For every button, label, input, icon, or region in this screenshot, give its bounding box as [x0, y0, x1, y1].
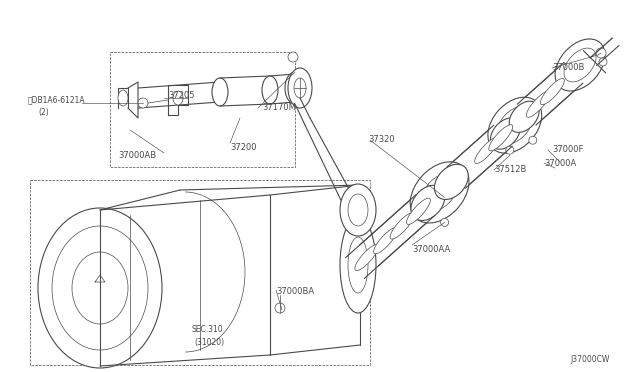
Ellipse shape: [564, 48, 596, 82]
Ellipse shape: [475, 137, 499, 164]
Bar: [110, 52, 295, 167]
Ellipse shape: [212, 78, 228, 106]
Ellipse shape: [406, 198, 430, 224]
Text: J37000CW: J37000CW: [570, 356, 609, 365]
Ellipse shape: [374, 228, 397, 254]
Ellipse shape: [173, 91, 183, 105]
Text: ⒷDB1A6-6121A: ⒷDB1A6-6121A: [28, 96, 86, 105]
Ellipse shape: [540, 78, 564, 105]
Ellipse shape: [390, 213, 414, 239]
Text: 37512B: 37512B: [494, 166, 526, 174]
Ellipse shape: [262, 76, 278, 104]
Ellipse shape: [526, 91, 550, 117]
Ellipse shape: [38, 208, 162, 368]
Ellipse shape: [411, 185, 445, 221]
Text: 37000A: 37000A: [544, 158, 576, 167]
Text: (31020): (31020): [194, 337, 224, 346]
Ellipse shape: [348, 194, 368, 226]
Text: 37000B: 37000B: [552, 64, 584, 73]
Ellipse shape: [275, 303, 285, 313]
Ellipse shape: [422, 173, 458, 211]
Ellipse shape: [599, 58, 607, 66]
Ellipse shape: [288, 52, 298, 62]
Ellipse shape: [440, 218, 449, 227]
Ellipse shape: [410, 162, 469, 223]
Ellipse shape: [529, 136, 537, 144]
Ellipse shape: [72, 252, 128, 324]
Ellipse shape: [431, 184, 448, 201]
Ellipse shape: [138, 98, 148, 108]
Ellipse shape: [506, 146, 514, 154]
Ellipse shape: [435, 164, 468, 199]
Ellipse shape: [489, 125, 513, 151]
Ellipse shape: [294, 78, 306, 98]
Ellipse shape: [340, 217, 376, 313]
Text: 37170M: 37170M: [262, 103, 296, 112]
Ellipse shape: [288, 68, 312, 108]
Text: 37000AB: 37000AB: [118, 151, 156, 160]
Text: 37000AA: 37000AA: [412, 246, 451, 254]
Text: 37205: 37205: [168, 90, 195, 99]
Ellipse shape: [497, 106, 532, 144]
Ellipse shape: [555, 39, 605, 91]
Ellipse shape: [348, 237, 368, 293]
Text: 37320: 37320: [368, 135, 395, 144]
Text: 37200: 37200: [230, 144, 257, 153]
Ellipse shape: [488, 97, 541, 153]
Ellipse shape: [285, 72, 305, 104]
Ellipse shape: [118, 90, 128, 106]
Text: SEC.310: SEC.310: [192, 326, 223, 334]
Ellipse shape: [355, 244, 379, 270]
Ellipse shape: [340, 184, 376, 236]
Text: 37000BA: 37000BA: [276, 288, 314, 296]
Ellipse shape: [508, 118, 522, 132]
Ellipse shape: [596, 48, 606, 58]
Text: (2): (2): [38, 108, 49, 116]
Ellipse shape: [490, 118, 520, 149]
Bar: [30, 180, 370, 365]
Text: 37000F: 37000F: [552, 145, 584, 154]
Ellipse shape: [509, 101, 539, 132]
Ellipse shape: [52, 226, 148, 350]
